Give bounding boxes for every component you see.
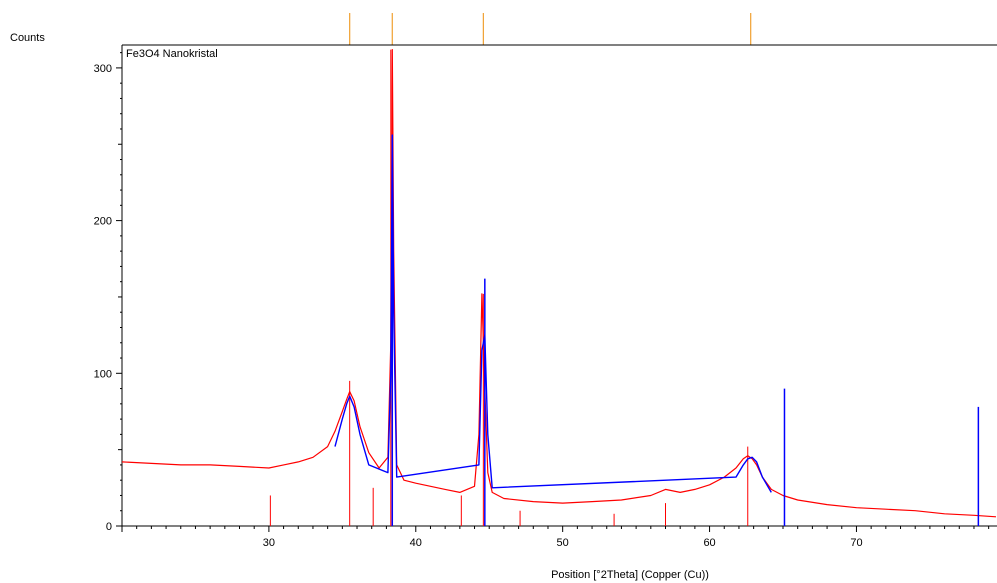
- x-tick-label-40: 40: [410, 537, 422, 549]
- y-axis: 0 100 200 300: [94, 52, 122, 533]
- y-axis-label: Counts: [10, 32, 45, 44]
- chart-title: Fe3O4 Nanokristal: [126, 48, 218, 60]
- series-line-1: [334, 134, 772, 493]
- y-tick-label-0: 0: [106, 521, 112, 533]
- y-tick-label-200: 200: [94, 216, 112, 228]
- x-tick-label-70: 70: [850, 537, 862, 549]
- x-tick-label-60: 60: [703, 537, 715, 549]
- x-axis: 30 40 50 60 70: [121, 526, 990, 549]
- x-tick-label-30: 30: [263, 537, 275, 549]
- reference-lines-red: [269, 49, 979, 526]
- x-tick-label-50: 50: [557, 537, 569, 549]
- series-line-0: [121, 48, 997, 518]
- reference-lines-blue: [391, 135, 980, 526]
- y-tick-label-100: 100: [94, 368, 112, 380]
- top-marker-strip: [349, 13, 752, 45]
- plot-frame: [121, 44, 997, 527]
- x-axis-label: Position [°2Theta] (Copper (Cu)): [551, 569, 709, 581]
- series-layer: [121, 48, 997, 518]
- y-tick-label-300: 300: [94, 63, 112, 75]
